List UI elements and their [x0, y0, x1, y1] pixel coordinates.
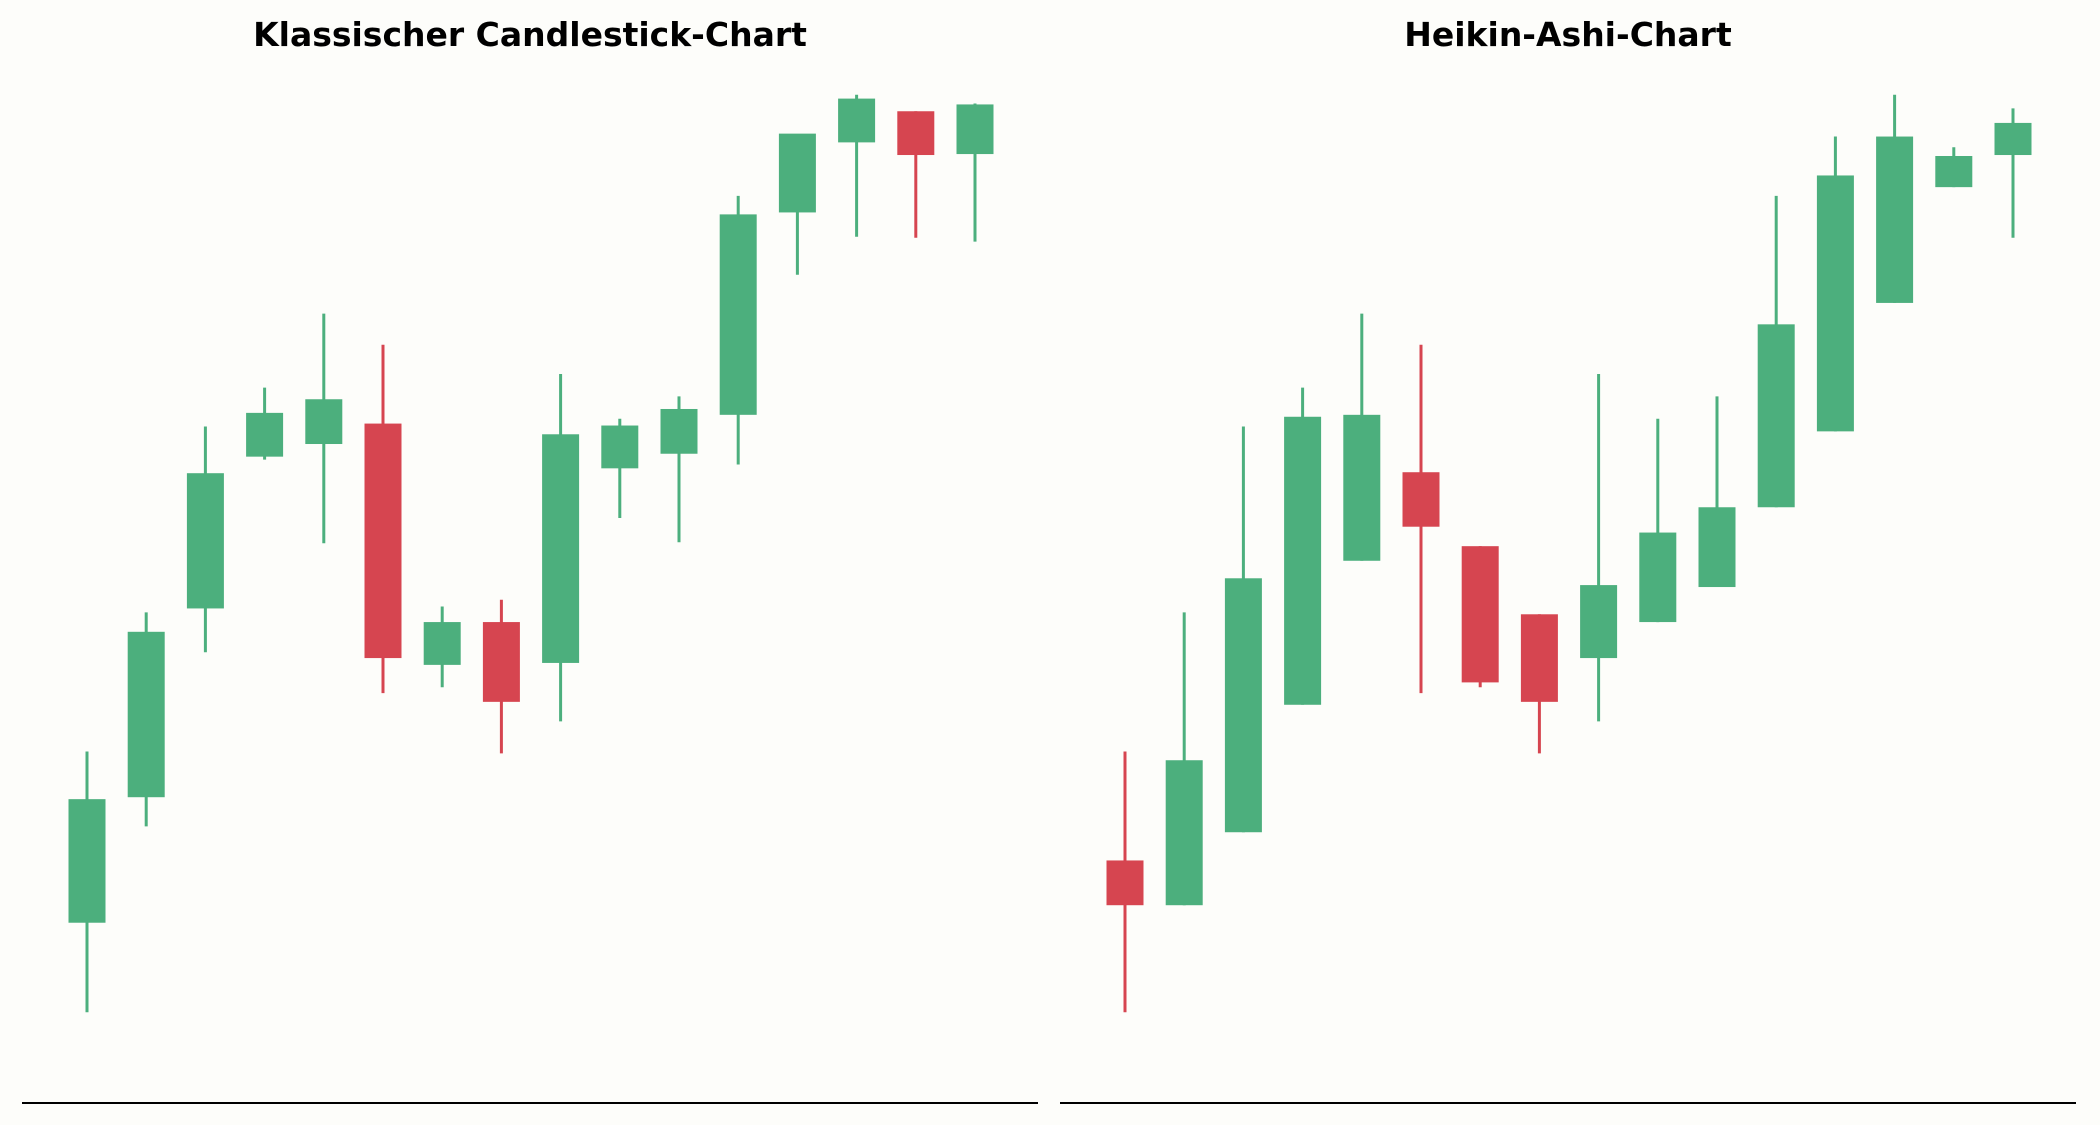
candle-body-left-10-up [601, 425, 639, 469]
candle-body-right-9-up [1580, 585, 1618, 659]
candles-right-group [1106, 94, 2032, 1013]
candle-body-right-14-up [1876, 136, 1914, 303]
candle-body-left-6-down [364, 423, 402, 659]
candle-body-right-15-up [1935, 156, 1973, 188]
candles-left-group [68, 94, 994, 1013]
candle-body-left-14-up [838, 98, 876, 143]
candle-body-right-3-up [1224, 578, 1262, 833]
candle-body-right-4-up [1284, 416, 1322, 705]
candle-body-right-12-up [1757, 324, 1795, 508]
candle-body-left-7-up [423, 622, 461, 665]
candle-body-right-6-down [1402, 472, 1440, 527]
candle-body-right-11-up [1698, 507, 1736, 588]
candle-body-left-4-up [246, 412, 284, 457]
candle-body-left-11-up [660, 408, 698, 454]
candle-body-left-1-up [68, 799, 106, 923]
candle-body-left-5-up [305, 399, 343, 445]
candle-body-left-2-up [127, 631, 165, 798]
candle-body-left-16-up [956, 104, 994, 155]
candle-body-right-7-down [1461, 546, 1499, 683]
candle-body-right-1-down [1106, 860, 1144, 906]
candle-body-left-12-up [719, 214, 757, 415]
candle-body-right-16-up [1994, 122, 2032, 156]
candle-body-left-8-down [482, 622, 520, 702]
candle-body-left-3-up [186, 473, 224, 609]
candle-body-right-13-up [1816, 175, 1854, 432]
chart-title-right: Heikin-Ashi-Chart [1404, 15, 1732, 54]
candle-body-left-15-down [897, 111, 935, 156]
candle-body-right-10-up [1639, 532, 1677, 623]
candle-body-right-8-down [1520, 614, 1558, 702]
chart-title-left: Klassischer Candlestick-Chart [253, 15, 807, 54]
candle-body-left-13-up [778, 133, 816, 213]
candle-body-right-2-up [1165, 760, 1203, 906]
candle-body-right-5-up [1343, 414, 1381, 561]
candle-body-left-9-up [542, 434, 580, 663]
